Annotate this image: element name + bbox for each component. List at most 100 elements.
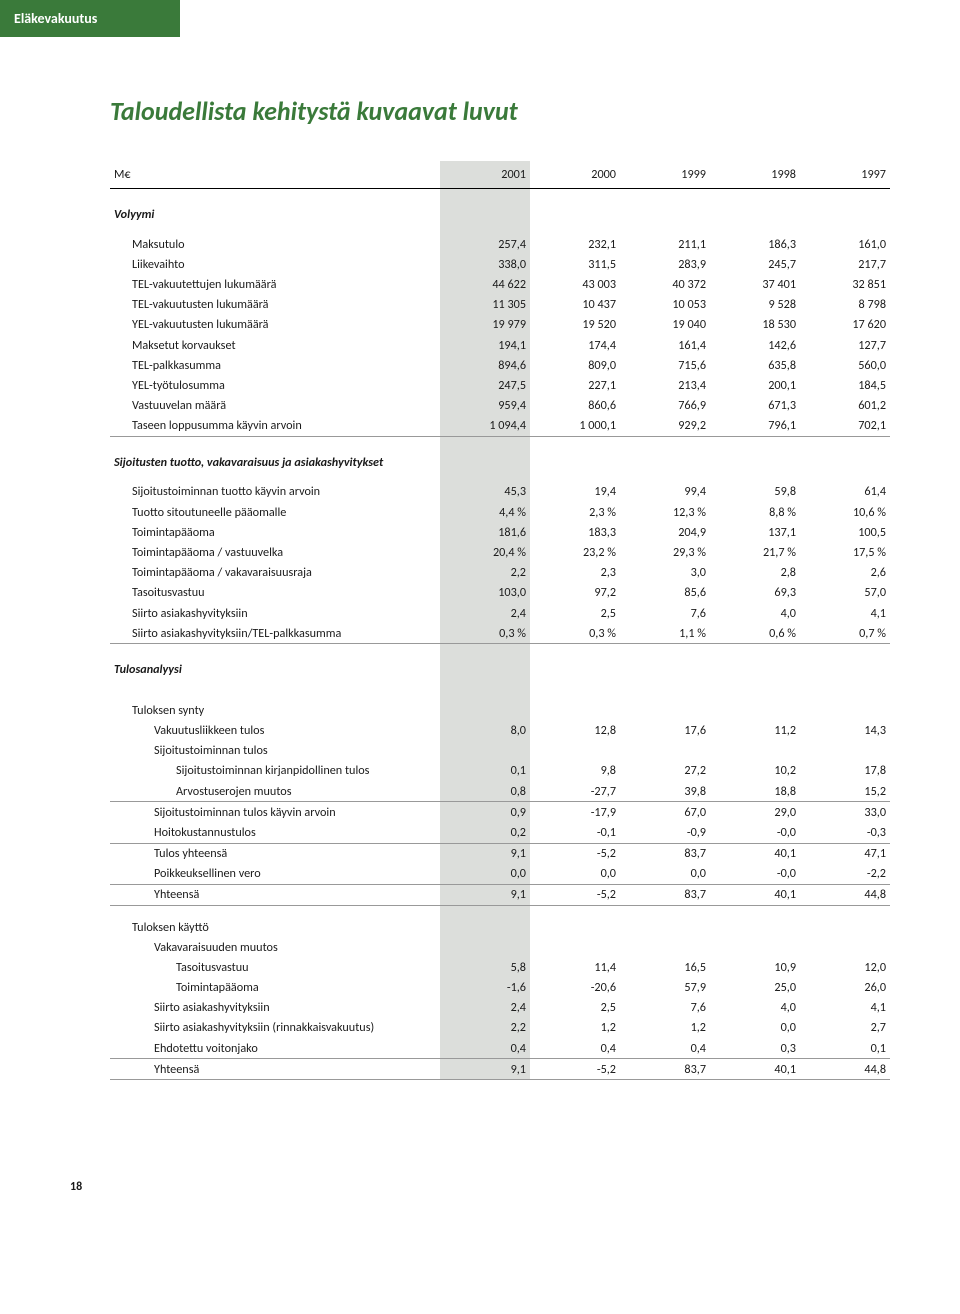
cell-value: 85,6 — [620, 583, 710, 603]
cell-value: 9 528 — [710, 295, 800, 315]
cell-value: 40,1 — [710, 884, 800, 905]
cell-value: 83,7 — [620, 884, 710, 905]
cell-value: 174,4 — [530, 335, 620, 355]
cell-value — [710, 937, 800, 957]
row-label: Ehdotettu voitonjako — [110, 1038, 440, 1059]
cell-value: 2,4 — [440, 603, 530, 623]
row-label: YEL-vakuutusten lukumäärä — [110, 315, 440, 335]
year-header: 1999 — [620, 161, 710, 189]
cell-value: 10,6 % — [800, 502, 890, 522]
cell-value: 0,6 % — [710, 623, 800, 644]
cell-value: 23,2 % — [530, 542, 620, 562]
year-header: 1997 — [800, 161, 890, 189]
cell-value — [710, 741, 800, 761]
row-label: Toimintapääoma — [110, 522, 440, 542]
cell-value: 11,4 — [530, 957, 620, 977]
cell-value: 0,8 — [440, 781, 530, 802]
cell-value: 12,0 — [800, 957, 890, 977]
cell-value: 2,5 — [530, 603, 620, 623]
cell-value: 0,0 — [710, 1018, 800, 1038]
cell-value: 7,6 — [620, 998, 710, 1018]
cell-value: 715,6 — [620, 355, 710, 375]
cell-value: 43 003 — [530, 274, 620, 294]
row-label: Liikevaihto — [110, 254, 440, 274]
cell-value: 25,0 — [710, 977, 800, 997]
cell-value: -5,2 — [530, 884, 620, 905]
cell-value: 283,9 — [620, 254, 710, 274]
row-label: Tasoitusvastuu — [110, 957, 440, 977]
cell-value: 15,2 — [800, 781, 890, 802]
cell-value: 8,0 — [440, 720, 530, 740]
cell-value: 19,4 — [530, 482, 620, 502]
cell-value: 29,3 % — [620, 542, 710, 562]
cell-value: 4,1 — [800, 998, 890, 1018]
row-label: Toimintapääoma / vastuuvelka — [110, 542, 440, 562]
cell-value: 9,1 — [440, 1059, 530, 1080]
cell-value: 2,4 — [440, 998, 530, 1018]
page-title: Taloudellista kehitystä kuvaavat luvut — [110, 95, 890, 127]
cell-value — [800, 741, 890, 761]
row-label: Toimintapääoma / vakavaraisuusraja — [110, 563, 440, 583]
cell-value: -17,9 — [530, 802, 620, 823]
cell-value: 2,7 — [800, 1018, 890, 1038]
cell-value: 19 040 — [620, 315, 710, 335]
row-label: Vakuutusliikkeen tulos — [110, 720, 440, 740]
financial-table: M€20012000199919981997VolyymiMaksutulo25… — [110, 161, 890, 1080]
cell-value: 9,1 — [440, 884, 530, 905]
cell-value: -0,1 — [530, 822, 620, 843]
cell-value — [440, 741, 530, 761]
cell-value: 0,0 — [530, 864, 620, 885]
cell-value: 16,5 — [620, 957, 710, 977]
cell-value: 44 622 — [440, 274, 530, 294]
cell-value: 1,2 — [620, 1018, 710, 1038]
cell-value: -20,6 — [530, 977, 620, 997]
cell-value — [800, 937, 890, 957]
cell-value: 9,1 — [440, 843, 530, 864]
cell-value: 10 437 — [530, 295, 620, 315]
cell-value: 2,2 — [440, 563, 530, 583]
cell-value: 99,4 — [620, 482, 710, 502]
cell-value: 311,5 — [530, 254, 620, 274]
cell-value: 103,0 — [440, 583, 530, 603]
cell-value: 796,1 — [710, 416, 800, 437]
cell-value: 8 798 — [800, 295, 890, 315]
section-heading: Tulosanalyysi — [110, 644, 440, 690]
cell-value: 211,1 — [620, 234, 710, 254]
cell-value: 44,8 — [800, 1059, 890, 1080]
cell-value: 2,2 — [440, 1018, 530, 1038]
cell-value: 61,4 — [800, 482, 890, 502]
cell-value: 766,9 — [620, 396, 710, 416]
cell-value: 67,0 — [620, 802, 710, 823]
page-number: 18 — [70, 1180, 82, 1194]
row-label: Maksetut korvaukset — [110, 335, 440, 355]
cell-value: 2,3 — [530, 563, 620, 583]
cell-value: 4,0 — [710, 603, 800, 623]
cell-value: 671,3 — [710, 396, 800, 416]
cell-value: 0,1 — [440, 761, 530, 781]
cell-value: 18,8 — [710, 781, 800, 802]
row-label: YEL-työtulosumma — [110, 375, 440, 395]
cell-value: 183,3 — [530, 522, 620, 542]
cell-value: 181,6 — [440, 522, 530, 542]
cell-value: 7,6 — [620, 603, 710, 623]
row-label: Sijoitustoiminnan kirjanpidollinen tulos — [110, 761, 440, 781]
cell-value: 0,0 — [440, 864, 530, 885]
cell-value: 142,6 — [710, 335, 800, 355]
cell-value: 635,8 — [710, 355, 800, 375]
cell-value: 17,5 % — [800, 542, 890, 562]
cell-value: 213,4 — [620, 375, 710, 395]
cell-value — [440, 937, 530, 957]
cell-value: 894,6 — [440, 355, 530, 375]
cell-value: 4,1 — [800, 603, 890, 623]
cell-value: 12,3 % — [620, 502, 710, 522]
cell-value: 1 000,1 — [530, 416, 620, 437]
cell-value: 4,4 % — [440, 502, 530, 522]
cell-value: 83,7 — [620, 1059, 710, 1080]
cell-value: 8,8 % — [710, 502, 800, 522]
cell-value: 19 520 — [530, 315, 620, 335]
cell-value: 809,0 — [530, 355, 620, 375]
cell-value: 186,3 — [710, 234, 800, 254]
cell-value — [530, 741, 620, 761]
cell-value: -1,6 — [440, 977, 530, 997]
row-label: Maksutulo — [110, 234, 440, 254]
